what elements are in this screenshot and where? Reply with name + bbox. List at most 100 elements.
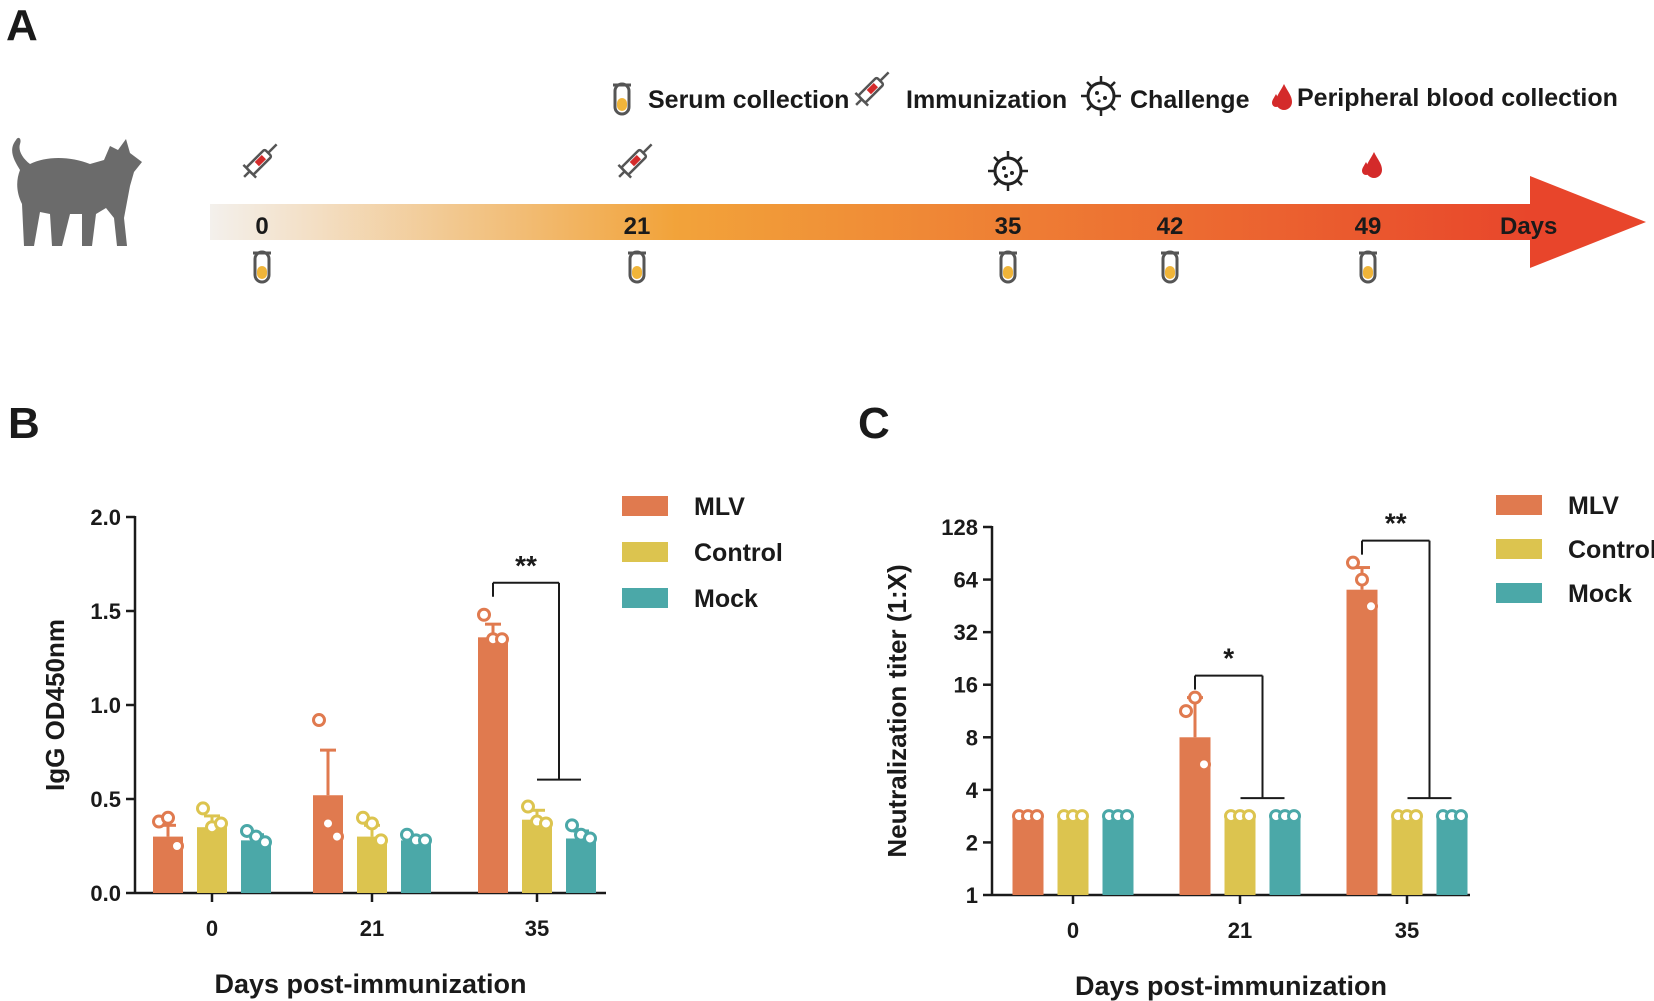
legend-swatch-mlv [622, 496, 668, 516]
bar-control [522, 819, 552, 893]
data-point [1242, 809, 1256, 824]
bar-mlv [478, 637, 508, 893]
y-tick-label: 1.5 [90, 599, 121, 624]
legend-swatch-control [1496, 539, 1542, 559]
y-tick-label: 0.0 [90, 881, 121, 906]
bar-control [1057, 816, 1089, 895]
data-point [1188, 690, 1202, 705]
tube-fill [257, 266, 267, 279]
data-point [1120, 809, 1134, 824]
data-point [521, 799, 535, 814]
syringe-plunger [618, 170, 626, 178]
data-point [1030, 809, 1044, 824]
data-point [1355, 572, 1369, 587]
x-tick-label: 0 [206, 916, 218, 941]
blood-drop-large [1366, 152, 1382, 178]
y-tick-label: 1 [966, 883, 978, 908]
blood-drop-icon [1272, 84, 1292, 110]
bar-control [1224, 816, 1256, 895]
legend-label-control: Control [1568, 536, 1654, 564]
data-point [321, 816, 335, 831]
virus-spike [1017, 180, 1023, 186]
virus-spike [1017, 156, 1023, 162]
legend-serum-label: Serum collection [648, 86, 849, 114]
data-point [161, 810, 175, 825]
significance-label: ** [1385, 508, 1407, 539]
legend-label-control: Control [694, 539, 783, 567]
y-tick-label: 4 [966, 778, 979, 803]
data-point [374, 833, 388, 848]
data-point [1075, 809, 1089, 824]
virus-icon [988, 151, 1028, 191]
serum-tube-icon [253, 250, 271, 284]
timeline-arrow [210, 176, 1646, 268]
syringe-liquid [629, 154, 642, 167]
y-axis-label: Neutralization titer (1:X) [882, 564, 912, 857]
data-point [1454, 809, 1468, 824]
legend-swatch-mock [622, 588, 668, 608]
data-point [330, 829, 344, 844]
virus-spike [993, 156, 999, 162]
data-point [1364, 599, 1378, 614]
timeline-day-label: 49 [1355, 213, 1382, 240]
virus-body [993, 156, 1023, 186]
data-point [365, 816, 379, 831]
virus-dot [1002, 166, 1006, 170]
syringe-icon [242, 143, 278, 179]
y-tick-label: 32 [954, 620, 978, 645]
data-point [1346, 555, 1360, 570]
x-tick-label: 0 [1067, 918, 1079, 943]
legend-swatch-control [622, 542, 668, 562]
bar-mlv [1012, 816, 1044, 895]
bar-mock [1436, 816, 1468, 895]
y-axis-label: IgG OD450nm [40, 619, 70, 791]
serum-tube-icon [613, 82, 631, 116]
syringe-liquid [254, 154, 267, 167]
cat-icon [12, 137, 143, 246]
timeline-day-label: 35 [995, 213, 1022, 240]
tube-fill [1363, 266, 1373, 279]
data-point [565, 818, 579, 833]
data-point [495, 632, 509, 647]
data-point [312, 713, 326, 728]
significance-label: * [1223, 643, 1234, 674]
chart-b: 0.0 0.5 1.0 1.5 2.0 0 21 35 ** Days post-immuniza… [40, 493, 783, 999]
serum-tube-icon [1161, 250, 1179, 284]
syringe-icon [854, 71, 890, 107]
y-tick-label: 2 [966, 830, 978, 855]
bar-mock [1102, 816, 1134, 895]
timeline-day-label: 42 [1157, 213, 1184, 240]
timeline-legend: Serum collection Immunization Challenge … [613, 71, 1618, 116]
syringe-needle [267, 143, 278, 154]
virus-dot [1010, 171, 1014, 175]
serum-tube-icon [1359, 250, 1377, 284]
bar-mock [566, 838, 596, 893]
y-tick-label: 128 [941, 515, 978, 540]
virus-spike [993, 180, 999, 186]
timeline-points: 0 21 35 42 49 [242, 143, 1382, 284]
legend-label-mlv: MLV [1568, 492, 1619, 520]
y-tick-label: 1.0 [90, 693, 121, 718]
bar-mlv [1346, 589, 1378, 895]
tube-fill [1165, 266, 1175, 279]
syringe-flange [617, 163, 633, 179]
serum-tube-icon [999, 250, 1017, 284]
x-tick-label: 21 [1228, 918, 1252, 943]
bar-mlv [313, 795, 343, 893]
data-point [583, 831, 597, 846]
data-point [170, 839, 184, 853]
blood-drop-icon [1362, 152, 1382, 178]
y-tick-label: 0.5 [90, 787, 121, 812]
syringe-needle [642, 143, 653, 154]
x-tick-label: 35 [1395, 918, 1419, 943]
syringe-icon [617, 143, 653, 179]
legend-label-mock: Mock [1568, 580, 1632, 608]
legend-immunization-label: Immunization [906, 86, 1067, 114]
legend-swatch-mock [1496, 583, 1542, 603]
data-point [539, 816, 553, 831]
timeline-unit-label: Days [1500, 213, 1557, 240]
y-tick-label: 2.0 [90, 505, 121, 530]
tube-fill [1003, 266, 1013, 279]
